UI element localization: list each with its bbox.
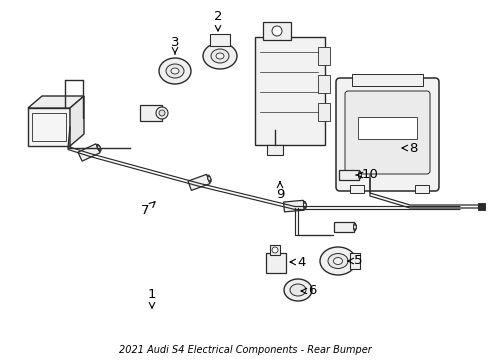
- Ellipse shape: [353, 225, 356, 229]
- Circle shape: [272, 247, 278, 253]
- Bar: [266, 253, 286, 273]
- FancyBboxPatch shape: [345, 91, 430, 174]
- Ellipse shape: [359, 173, 361, 177]
- Ellipse shape: [359, 171, 361, 179]
- FancyBboxPatch shape: [336, 78, 439, 191]
- Bar: [318, 75, 330, 93]
- Bar: [140, 105, 162, 121]
- Ellipse shape: [207, 175, 211, 182]
- Bar: [352, 74, 423, 86]
- Text: 10: 10: [356, 168, 378, 181]
- Ellipse shape: [97, 144, 101, 151]
- Ellipse shape: [290, 284, 306, 296]
- Ellipse shape: [208, 176, 211, 181]
- Ellipse shape: [159, 58, 191, 84]
- Ellipse shape: [166, 64, 184, 78]
- Ellipse shape: [284, 279, 312, 301]
- Bar: [267, 145, 283, 155]
- Bar: [255, 37, 325, 145]
- Bar: [210, 34, 230, 46]
- Bar: [270, 245, 280, 255]
- Bar: [334, 222, 354, 232]
- Ellipse shape: [353, 223, 356, 231]
- Text: 8: 8: [402, 141, 417, 154]
- Ellipse shape: [353, 224, 356, 230]
- Polygon shape: [70, 96, 84, 146]
- Bar: [415, 185, 429, 193]
- Ellipse shape: [97, 145, 101, 151]
- Ellipse shape: [208, 176, 211, 181]
- Ellipse shape: [320, 247, 356, 275]
- Text: 5: 5: [348, 255, 362, 267]
- Bar: [28, 108, 70, 146]
- Ellipse shape: [98, 146, 100, 150]
- Circle shape: [272, 26, 282, 36]
- Text: 7: 7: [141, 202, 155, 217]
- Bar: [358, 117, 417, 139]
- Ellipse shape: [334, 257, 343, 265]
- Ellipse shape: [328, 253, 348, 269]
- Polygon shape: [28, 96, 84, 108]
- Text: 6: 6: [301, 284, 316, 297]
- Bar: [263, 22, 291, 40]
- Bar: [284, 200, 304, 212]
- Bar: [318, 47, 330, 65]
- Ellipse shape: [359, 172, 361, 178]
- Ellipse shape: [156, 107, 168, 119]
- Bar: [188, 174, 210, 190]
- Ellipse shape: [171, 68, 179, 74]
- Text: 4: 4: [290, 256, 306, 269]
- Ellipse shape: [211, 49, 229, 63]
- Bar: [318, 103, 330, 121]
- Ellipse shape: [159, 110, 165, 116]
- Bar: [350, 185, 364, 193]
- Text: 2: 2: [214, 10, 222, 31]
- Ellipse shape: [203, 43, 237, 69]
- Bar: [78, 144, 100, 161]
- Ellipse shape: [216, 53, 224, 59]
- Bar: [32, 113, 66, 141]
- Ellipse shape: [303, 202, 306, 208]
- Bar: [339, 170, 359, 180]
- Text: 3: 3: [171, 36, 179, 54]
- Ellipse shape: [303, 203, 306, 207]
- Bar: [350, 253, 360, 269]
- Text: 9: 9: [276, 182, 284, 201]
- Text: 1: 1: [148, 288, 156, 308]
- Ellipse shape: [303, 201, 306, 209]
- Text: 2021 Audi S4 Electrical Components - Rear Bumper: 2021 Audi S4 Electrical Components - Rea…: [119, 345, 371, 355]
